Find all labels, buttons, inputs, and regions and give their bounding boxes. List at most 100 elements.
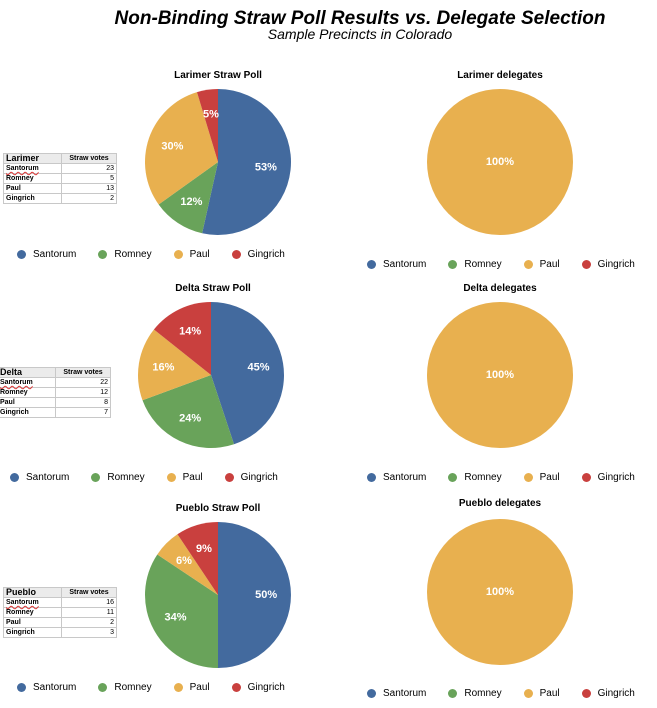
votes-table-pueblo: Pueblo Straw votes Santorum 16 Romney 11 P… xyxy=(3,587,117,638)
legend-swatch xyxy=(448,473,458,482)
legend-item-paul: Paul xyxy=(523,688,560,699)
legend-item-gingrich: Gingrich xyxy=(224,472,278,483)
legend-label: Romney xyxy=(107,472,145,483)
legend-swatch xyxy=(581,689,591,698)
table-cell-name: Paul xyxy=(0,397,56,408)
legend-swatch xyxy=(581,260,591,269)
table-cell-votes: 3 xyxy=(61,627,117,638)
legend-swatch xyxy=(91,473,101,482)
legend-swatch xyxy=(98,250,108,259)
legend-swatch xyxy=(173,683,183,692)
table-cell-name-text: Santorum xyxy=(6,599,39,606)
pie-slice-romney xyxy=(158,162,218,234)
legend-item-gingrich: Gingrich xyxy=(581,688,635,699)
legend-swatch xyxy=(231,250,241,259)
legend-swatch xyxy=(523,473,533,482)
table-cell-name: Romney xyxy=(0,387,56,398)
legend-label: Santorum xyxy=(383,688,427,699)
table-cell-name-text: Santorum xyxy=(6,165,39,172)
table-cell-votes: 22 xyxy=(55,377,111,388)
legend-item-paul: Paul xyxy=(523,259,560,270)
table-cell-name: Santorum xyxy=(3,597,62,608)
legend-item-romney: Romney xyxy=(91,472,145,483)
legend-swatch xyxy=(523,689,533,698)
legend-item-romney: Romney xyxy=(448,259,502,270)
legend-swatch xyxy=(17,683,26,692)
legend-pueblo-straw: Santorum Romney Paul Gingrich xyxy=(17,682,285,693)
legend-label: Romney xyxy=(114,682,152,693)
pie-slice-santorum xyxy=(218,522,291,668)
pie-chart-larimer-delegates: 100% xyxy=(427,89,573,235)
legend-swatch xyxy=(448,260,458,269)
legend-item-santorum: Santorum xyxy=(10,472,69,483)
votes-table-larimer: Larimer Straw votes Santorum 23 Romney 5 P… xyxy=(3,153,117,204)
table-row: Romney 5 xyxy=(3,173,117,184)
table-cell-name: Paul xyxy=(3,617,62,628)
table-column-header: Straw votes xyxy=(61,587,117,598)
pie-chart-larimer-straw: 53% 12% 30% 5% xyxy=(145,89,291,235)
pie-slice-gingrich xyxy=(153,302,211,375)
table-row: Romney 12 xyxy=(0,387,111,398)
table-row: Gingrich 2 xyxy=(3,193,117,204)
table-cell-votes: 11 xyxy=(61,607,117,618)
table-cell-name: Santorum xyxy=(3,163,62,174)
pie-slice-gingrich xyxy=(177,522,218,595)
legend-label: Romney xyxy=(114,249,152,260)
pie-label-romney: 24% xyxy=(179,412,201,424)
pie-slice-santorum xyxy=(202,89,291,235)
legend-label: Santorum xyxy=(33,682,77,693)
pie-label-gingrich: 5% xyxy=(203,108,219,120)
legend-label: Santorum xyxy=(383,472,427,483)
legend-label: Romney xyxy=(464,259,502,270)
legend-label: Gingrich xyxy=(597,472,635,483)
pie-label-paul: 6% xyxy=(176,555,192,567)
table-cell-name: Gingrich xyxy=(3,627,62,638)
pie-label-paul: 16% xyxy=(152,361,174,373)
legend-item-santorum: Santorum xyxy=(367,259,426,270)
legend-swatch xyxy=(224,473,234,482)
legend-item-paul: Paul xyxy=(173,249,210,260)
legend-larimer-delegates: Santorum Romney Paul Gingrich xyxy=(367,259,635,270)
legend-swatch xyxy=(448,689,458,698)
table-cell-votes: 7 xyxy=(55,407,111,418)
legend-label: Santorum xyxy=(33,249,77,260)
table-county-label: Delta xyxy=(0,367,56,378)
pie-label-paul: 100% xyxy=(486,586,514,598)
pie-label-romney: 12% xyxy=(180,196,202,208)
table-cell-votes: 16 xyxy=(61,597,117,608)
legend-swatch xyxy=(17,250,26,259)
legend-label: Gingrich xyxy=(247,682,285,693)
table-cell-votes: 13 xyxy=(61,183,117,194)
table-cell-votes: 2 xyxy=(61,617,117,628)
pie-label-romney: 34% xyxy=(164,612,186,624)
legend-item-gingrich: Gingrich xyxy=(581,259,635,270)
chart-title-larimer-delegates: Larimer delegates xyxy=(457,70,543,81)
legend-label: Santorum xyxy=(383,259,427,270)
legend-label: Gingrich xyxy=(597,259,635,270)
pie-chart-pueblo-delegates: 100% xyxy=(427,519,573,665)
table-row: Santorum 22 xyxy=(0,377,111,388)
table-row: Romney 11 xyxy=(3,607,117,618)
legend-swatch xyxy=(166,473,176,482)
table-cell-votes: 23 xyxy=(61,163,117,174)
legend-swatch xyxy=(523,260,533,269)
pie-label-paul: 30% xyxy=(161,140,183,152)
legend-label: Paul xyxy=(539,688,560,699)
pie-slice-santorum xyxy=(211,302,284,445)
table-column-header: Straw votes xyxy=(61,153,117,164)
table-cell-name: Gingrich xyxy=(3,193,62,204)
chart-title-pueblo-delegates: Pueblo delegates xyxy=(458,498,542,509)
chart-title-larimer-straw: Larimer Straw Poll xyxy=(174,70,262,81)
pie-label-gingrich: 14% xyxy=(179,326,201,338)
legend-larimer-straw: Santorum Romney Paul Gingrich xyxy=(17,249,285,260)
legend-label: Gingrich xyxy=(247,249,285,260)
pie-slice-romney xyxy=(145,554,218,668)
legend-item-gingrich: Gingrich xyxy=(581,472,635,483)
legend-delta-delegates: Santorum Romney Paul Gingrich xyxy=(367,472,635,483)
legend-label: Gingrich xyxy=(597,688,635,699)
legend-item-gingrich: Gingrich xyxy=(231,682,285,693)
pie-slice-paul xyxy=(427,89,573,235)
chart-title-delta-straw: Delta Straw Poll xyxy=(175,283,251,294)
table-cell-votes: 5 xyxy=(61,173,117,184)
legend-item-romney: Romney xyxy=(98,682,152,693)
